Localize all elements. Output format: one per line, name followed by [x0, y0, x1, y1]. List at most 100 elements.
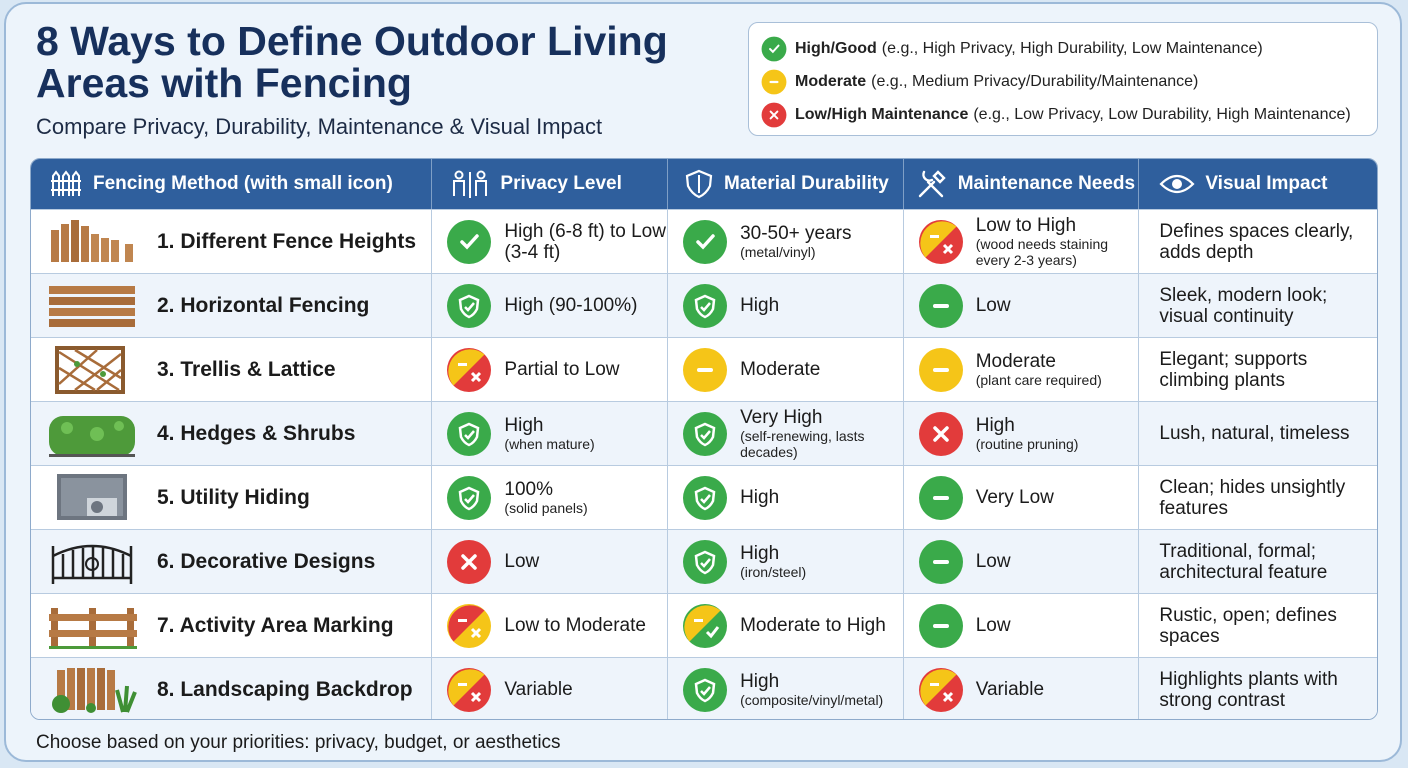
- cell-main: Variable: [504, 679, 573, 700]
- header-row: Fencing Method (with small icon) Privacy …: [31, 159, 1377, 209]
- visual-text: Sleek, modern look; visual continuity: [1159, 284, 1328, 327]
- cell-main: Low to High: [975, 215, 1077, 236]
- maintenance-cell: Low: [904, 594, 1140, 657]
- status-icon: [918, 475, 963, 520]
- column-header-text: Privacy Level: [500, 173, 622, 194]
- cell-text: High (composite/vinyl/metal): [740, 671, 883, 708]
- durability-cell: High: [668, 274, 904, 337]
- cell-main: Moderate to High: [740, 615, 886, 636]
- visual-cell: Highlights plants with strong contrast: [1139, 658, 1377, 719]
- legend-item: Low/High Maintenance (e.g., Low Privacy, …: [761, 98, 1365, 131]
- status-icon: [918, 347, 963, 392]
- visual-cell: Lush, natural, timeless: [1139, 402, 1377, 465]
- status-icon: [447, 411, 492, 456]
- status-icon: [683, 347, 728, 392]
- legend-detail: (e.g., High Privacy, High Durability, Lo…: [881, 39, 1263, 57]
- method-picture: [55, 345, 125, 394]
- privacy-cell: 100% (solid panels): [432, 466, 669, 529]
- cell-main: Low: [975, 615, 1011, 636]
- status-icon: [683, 219, 728, 264]
- durability-cell: High: [668, 466, 904, 529]
- privacy-cell: Variable: [432, 658, 669, 719]
- cell-main: Partial to Low: [504, 359, 620, 380]
- visual-cell: Traditional, formal; architectural featu…: [1139, 530, 1377, 593]
- method-name: 2. Horizontal Fencing: [157, 293, 370, 317]
- cell-main: Low: [975, 551, 1011, 572]
- cell-note: (routine pruning): [975, 436, 1079, 452]
- cell-text: High: [740, 487, 779, 508]
- header-icon: [685, 169, 713, 199]
- table-row: 4. Hedges & Shrubs High (when mature) Very …: [31, 401, 1377, 465]
- status-icon: [761, 102, 787, 127]
- table-row: 6. Decorative Designs Low High (iron/steel)…: [31, 529, 1377, 593]
- cell-main: High: [740, 671, 780, 692]
- cell-text: Very Low: [976, 487, 1054, 508]
- privacy-cell: High (90-100%): [432, 274, 669, 337]
- durability-cell: High (iron/steel): [668, 530, 904, 593]
- maintenance-cell: Very Low: [904, 466, 1140, 529]
- cell-main: High: [975, 415, 1015, 436]
- cell-text: 30-50+ years (metal/vinyl): [740, 223, 851, 260]
- cell-main: 100%: [504, 479, 554, 500]
- table-row: 1. Different Fence Heights High (6-8 ft) …: [31, 209, 1377, 273]
- status-icon: [447, 347, 492, 392]
- durability-cell: High (composite/vinyl/metal): [668, 658, 904, 719]
- method-picture: [52, 667, 137, 713]
- legend-item: Moderate (e.g., Medium Privacy/Durability…: [761, 65, 1365, 98]
- method-cell: 4. Hedges & Shrubs: [31, 402, 433, 465]
- legend: High/Good (e.g., High Privacy, High Durab…: [748, 22, 1378, 136]
- table-row: 8. Landscaping Backdrop Variable High (comp…: [31, 657, 1377, 719]
- table-row: 7. Activity Area Marking Low to Moderate M…: [31, 593, 1377, 657]
- cell-note: (when mature): [504, 436, 595, 452]
- cell-note: (self-renewing, lasts decades): [740, 428, 865, 460]
- cell-main: Moderate: [740, 359, 821, 380]
- method-picture: [49, 415, 135, 457]
- method-cell: 6. Decorative Designs: [31, 530, 433, 593]
- maintenance-cell: Low to High (wood needs staining every 2-…: [904, 210, 1140, 273]
- visual-cell: Clean; hides unsightly features: [1139, 466, 1377, 529]
- cell-text: High (iron/steel): [740, 543, 806, 580]
- status-icon: [761, 36, 787, 61]
- cell-main: High: [740, 487, 780, 508]
- status-icon: [683, 539, 728, 584]
- cell-text: High (6-8 ft) to Low (3-4 ft): [504, 221, 667, 263]
- status-icon: [918, 283, 963, 328]
- cell-note: (plant care required): [975, 372, 1102, 388]
- method-picture: [51, 219, 133, 262]
- table-row: 2. Horizontal Fencing High (90-100%) High L…: [31, 273, 1377, 337]
- cell-main: High: [740, 543, 780, 564]
- column-header: Privacy Level: [432, 159, 669, 209]
- cell-text: Low to Moderate: [504, 615, 646, 636]
- cell-note: (wood needs staining every 2-3 years): [975, 236, 1109, 268]
- status-icon: [918, 539, 963, 584]
- privacy-cell: Partial to Low: [432, 338, 669, 401]
- cell-note: (solid panels): [504, 500, 588, 516]
- method-name: 7. Activity Area Marking: [157, 613, 394, 637]
- privacy-cell: Low: [432, 530, 669, 593]
- cell-note: (composite/vinyl/metal): [740, 692, 884, 708]
- legend-label: Low/High Maintenance: [795, 105, 969, 123]
- cell-text: Moderate: [740, 359, 820, 380]
- status-icon: [683, 667, 728, 712]
- column-header: Maintenance Needs: [904, 159, 1140, 209]
- cell-text: Low: [504, 551, 539, 572]
- cell-text: Partial to Low: [504, 359, 619, 380]
- header-icon: [1159, 174, 1195, 194]
- cell-main: High (90-100%): [504, 295, 638, 316]
- visual-cell: Rustic, open; defines spaces: [1139, 594, 1377, 657]
- cell-main: High: [740, 295, 780, 316]
- legend-item: High/Good (e.g., High Privacy, High Durab…: [761, 32, 1365, 65]
- column-header-text: Maintenance Needs: [957, 173, 1136, 194]
- method-picture: [51, 544, 133, 584]
- durability-cell: Moderate: [668, 338, 904, 401]
- cell-text: 100% (solid panels): [504, 479, 587, 516]
- method-name: 6. Decorative Designs: [157, 549, 376, 573]
- maintenance-cell: Low: [904, 530, 1140, 593]
- title: 8 Ways to Define Outdoor Living Areas wi…: [36, 18, 668, 106]
- visual-text: Rustic, open; defines spaces: [1159, 604, 1337, 647]
- status-icon: [683, 411, 728, 456]
- maintenance-cell: Variable: [904, 658, 1140, 719]
- status-icon: [918, 219, 963, 264]
- method-name: 3. Trellis & Lattice: [157, 357, 336, 381]
